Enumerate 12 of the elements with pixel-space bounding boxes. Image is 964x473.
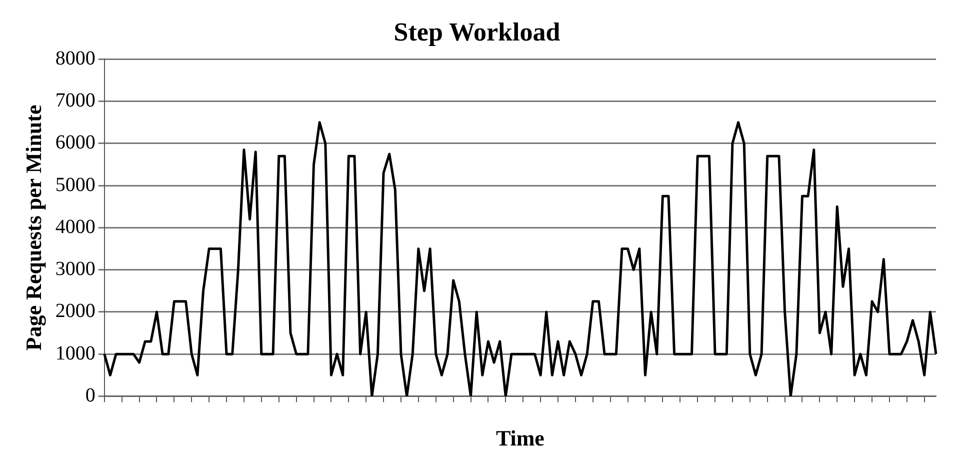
x-axis-title: Time <box>496 425 545 450</box>
chart-title: Step Workload <box>394 17 561 46</box>
y-tick-label: 3000 <box>55 258 96 280</box>
y-tick-label: 1000 <box>55 342 96 364</box>
y-tick-label: 8000 <box>55 47 96 70</box>
y-tick-label: 0 <box>85 384 96 406</box>
y-tick-label: 7000 <box>55 90 96 112</box>
y-tick-label: 5000 <box>55 174 96 196</box>
y-tick-label: 4000 <box>55 216 96 238</box>
y-axis-title: Page Requests per Minute <box>20 104 46 351</box>
y-tick-label: 2000 <box>55 300 96 322</box>
y-tick-label: 6000 <box>55 132 96 154</box>
